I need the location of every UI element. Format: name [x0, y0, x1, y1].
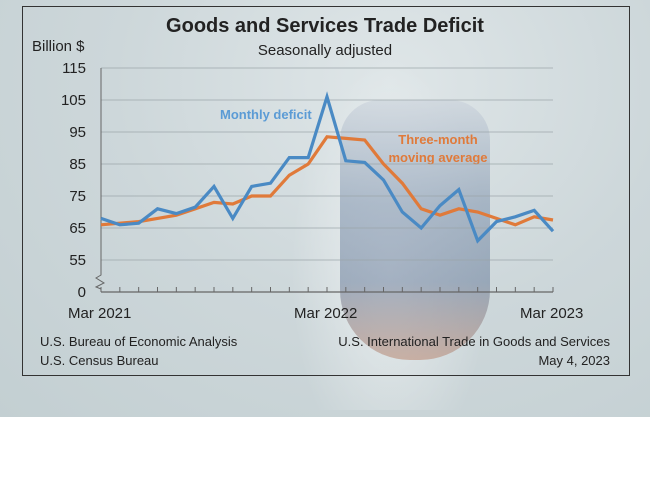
moving-average-label-1: Three-month: [398, 132, 478, 147]
source-census: U.S. Census Bureau: [40, 353, 159, 368]
report-name: U.S. International Trade in Goods and Se…: [338, 334, 610, 349]
x-tick-label: Mar 2023: [520, 305, 584, 322]
chart-subtitle: Seasonally adjusted: [257, 42, 393, 59]
x-tick-label: Mar 2022: [294, 305, 358, 322]
moving-average-label-2: moving average: [388, 150, 488, 165]
y-axis-break: [94, 68, 106, 292]
y-tick-label: 105: [61, 92, 86, 109]
y-tick-label: 85: [69, 156, 86, 173]
release-date: May 4, 2023: [538, 353, 610, 368]
container-ship: [340, 100, 490, 360]
source-bea: U.S. Bureau of Economic Analysis: [40, 334, 238, 349]
y-tick-label: 55: [69, 252, 86, 269]
y-tick-label: 65: [69, 220, 86, 237]
monthly-deficit-label: Monthly deficit: [220, 107, 312, 122]
y-tick-label: 75: [69, 188, 86, 205]
series-line-monthly-deficit: [100, 91, 555, 244]
chart-title: Goods and Services Trade Deficit: [166, 15, 484, 37]
y-tick-label: 95: [69, 124, 86, 141]
y-tick-label: 0: [78, 284, 86, 301]
y-tick-label: 115: [62, 60, 86, 77]
y-axis-label: Billion $: [32, 38, 85, 55]
chart-frame: [22, 6, 630, 376]
x-tick-label: Mar 2021: [68, 305, 132, 322]
